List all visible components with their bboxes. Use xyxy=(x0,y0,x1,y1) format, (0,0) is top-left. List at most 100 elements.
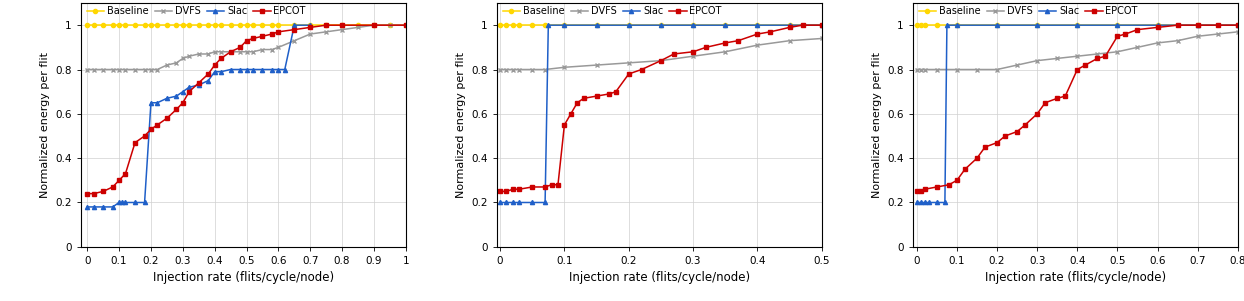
EPCOT xyxy=(969,156,984,160)
EPCOT xyxy=(989,141,1004,144)
DVFS xyxy=(137,68,152,71)
Slac xyxy=(287,23,302,27)
DVFS xyxy=(917,68,932,71)
Y-axis label: Normalized energy per flit: Normalized energy per flit xyxy=(872,52,882,198)
EPCOT xyxy=(590,94,605,98)
EPCOT xyxy=(192,81,207,85)
Line: Baseline: Baseline xyxy=(914,23,1240,27)
Baseline xyxy=(128,23,143,27)
Line: Baseline: Baseline xyxy=(85,23,408,27)
Baseline xyxy=(118,23,133,27)
Slac xyxy=(511,201,526,204)
DVFS xyxy=(302,32,317,36)
EPCOT xyxy=(128,141,143,144)
Slac xyxy=(938,201,953,204)
DVFS xyxy=(1191,34,1205,38)
Legend: Baseline, DVFS, Slac, EPCOT: Baseline, DVFS, Slac, EPCOT xyxy=(501,5,723,17)
Baseline xyxy=(137,23,152,27)
Baseline xyxy=(143,23,158,27)
Line: DVFS: DVFS xyxy=(914,30,1240,72)
Slac xyxy=(149,101,164,104)
EPCOT xyxy=(795,23,810,27)
Slac xyxy=(159,97,174,100)
Slac xyxy=(80,205,95,209)
EPCOT xyxy=(265,32,280,36)
Baseline xyxy=(182,23,197,27)
EPCOT xyxy=(335,23,350,27)
EPCOT xyxy=(917,188,932,191)
Slac xyxy=(265,68,280,71)
Slac xyxy=(112,201,127,204)
Baseline xyxy=(382,23,397,27)
EPCOT xyxy=(1090,57,1105,60)
DVFS xyxy=(969,68,984,71)
Slac xyxy=(782,23,797,27)
DVFS xyxy=(815,37,830,40)
DVFS xyxy=(398,23,413,27)
DVFS xyxy=(621,61,636,65)
Slac xyxy=(255,68,270,71)
Slac xyxy=(557,23,572,27)
Slac xyxy=(989,23,1004,27)
Slac xyxy=(137,201,152,204)
Baseline xyxy=(192,23,207,27)
Slac xyxy=(169,94,184,98)
Line: Slac: Slac xyxy=(914,23,1240,205)
DVFS xyxy=(949,68,964,71)
EPCOT xyxy=(557,123,572,127)
DVFS xyxy=(913,68,928,71)
Baseline xyxy=(917,23,932,27)
DVFS xyxy=(192,52,207,56)
DVFS xyxy=(653,59,668,62)
EPCOT xyxy=(80,192,95,195)
DVFS xyxy=(318,30,333,34)
Slac xyxy=(1230,23,1244,27)
EPCOT xyxy=(1149,26,1164,29)
DVFS xyxy=(287,39,302,42)
EPCOT xyxy=(537,185,552,189)
DVFS xyxy=(245,50,260,54)
EPCOT xyxy=(621,72,636,76)
Baseline xyxy=(335,23,350,27)
Slac xyxy=(114,201,129,204)
EPCOT xyxy=(949,178,964,182)
DVFS xyxy=(1090,52,1105,56)
EPCOT xyxy=(214,57,229,60)
Slac xyxy=(537,201,552,204)
Slac xyxy=(239,68,254,71)
Baseline xyxy=(537,23,552,27)
DVFS xyxy=(1149,41,1164,45)
DVFS xyxy=(367,23,382,27)
Baseline xyxy=(1030,23,1045,27)
Slac xyxy=(750,23,765,27)
EPCOT xyxy=(245,37,260,40)
EPCOT xyxy=(200,72,215,76)
DVFS xyxy=(1070,54,1085,58)
DVFS xyxy=(200,52,215,56)
Line: Slac: Slac xyxy=(85,23,312,209)
DVFS xyxy=(1230,30,1244,34)
DVFS xyxy=(335,28,350,31)
EPCOT xyxy=(137,134,152,138)
Baseline xyxy=(398,23,413,27)
Slac xyxy=(499,201,514,204)
Slac xyxy=(909,201,924,204)
DVFS xyxy=(255,48,270,51)
Slac xyxy=(245,68,260,71)
Slac xyxy=(939,23,954,27)
Slac xyxy=(1149,23,1164,27)
DVFS xyxy=(159,63,174,67)
Legend: Baseline, DVFS, Slac, EPCOT: Baseline, DVFS, Slac, EPCOT xyxy=(86,5,307,17)
EPCOT xyxy=(1191,23,1205,27)
EPCOT xyxy=(667,52,682,56)
EPCOT xyxy=(1010,130,1025,133)
Baseline xyxy=(621,23,636,27)
Baseline xyxy=(223,23,238,27)
Baseline xyxy=(653,23,668,27)
DVFS xyxy=(493,68,508,71)
DVFS xyxy=(1171,39,1186,42)
Slac xyxy=(302,23,317,27)
Baseline xyxy=(499,23,514,27)
X-axis label: Injection rate (flits/cycle/node): Injection rate (flits/cycle/node) xyxy=(985,272,1166,284)
Baseline xyxy=(239,23,254,27)
